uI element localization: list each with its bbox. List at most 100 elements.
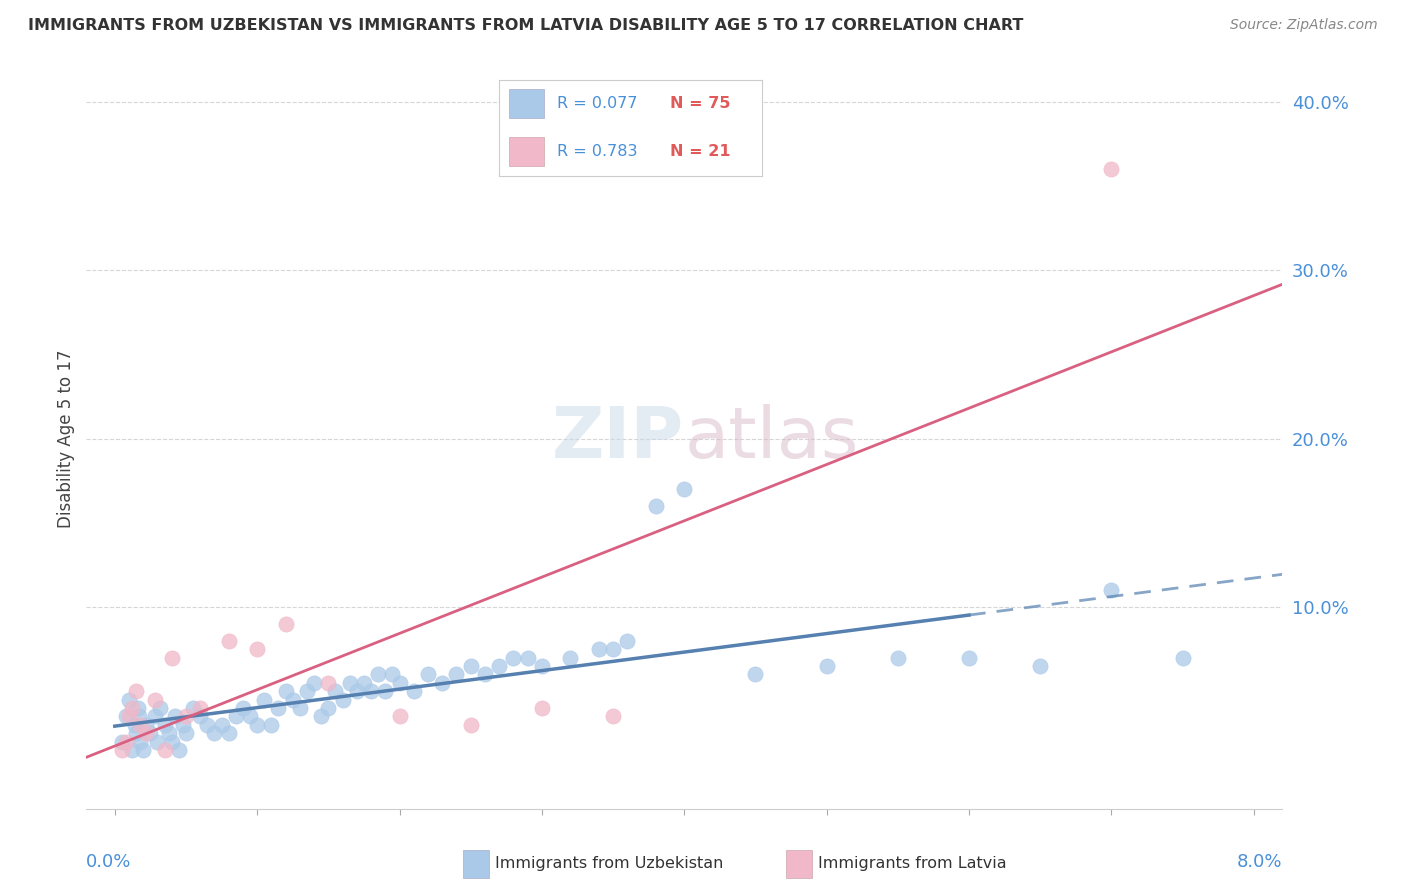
Point [744, 667, 766, 681]
Point [115, 734, 138, 748]
Point [588, 642, 610, 657]
Point [153, 718, 176, 732]
Point [111, 743, 134, 757]
Point [188, 701, 211, 715]
Point [232, 701, 254, 715]
FancyBboxPatch shape [463, 850, 489, 878]
Point [309, 709, 332, 723]
Point [132, 743, 155, 757]
Point [174, 709, 197, 723]
Point [149, 701, 172, 715]
Point [129, 718, 152, 732]
Point [402, 684, 425, 698]
Text: IMMIGRANTS FROM UZBEKISTAN VS IMMIGRANTS FROM LATVIA DISABILITY AGE 5 TO 17 CORR: IMMIGRANTS FROM UZBEKISTAN VS IMMIGRANTS… [28, 18, 1024, 33]
Point [121, 701, 143, 715]
Point [616, 633, 638, 648]
Point [673, 482, 696, 496]
Point [218, 726, 240, 740]
Y-axis label: Disability Age 5 to 17: Disability Age 5 to 17 [58, 350, 75, 528]
Point [516, 650, 538, 665]
Point [118, 692, 141, 706]
Point [160, 734, 183, 748]
Text: 8.0%: 8.0% [1237, 854, 1282, 871]
Point [128, 709, 150, 723]
Point [560, 650, 582, 665]
Point [432, 675, 454, 690]
Point [160, 650, 183, 665]
Point [135, 726, 157, 740]
Point [288, 701, 311, 715]
Point [118, 709, 141, 723]
Point [239, 709, 262, 723]
Point [360, 684, 382, 698]
Point [281, 692, 304, 706]
Point [318, 701, 340, 715]
Text: Immigrants from Latvia: Immigrants from Latvia [818, 856, 1007, 871]
Point [143, 692, 166, 706]
Point [127, 701, 149, 715]
Point [530, 659, 553, 673]
Point [318, 675, 340, 690]
Point [267, 701, 290, 715]
Point [887, 650, 910, 665]
Point [188, 709, 211, 723]
Text: Immigrants from Uzbekistan: Immigrants from Uzbekistan [495, 856, 724, 871]
Point [1029, 659, 1052, 673]
Point [302, 675, 325, 690]
Point [388, 675, 411, 690]
Point [815, 659, 838, 673]
Point [172, 718, 194, 732]
Point [246, 718, 269, 732]
Point [332, 692, 354, 706]
Point [325, 684, 347, 698]
Point [416, 667, 439, 681]
Point [211, 718, 233, 732]
Point [260, 718, 283, 732]
Point [1099, 162, 1122, 177]
Point [1099, 583, 1122, 598]
Point [374, 684, 396, 698]
Point [129, 734, 152, 748]
Point [957, 650, 980, 665]
Point [602, 642, 624, 657]
Point [174, 726, 197, 740]
Point [181, 701, 204, 715]
Point [346, 684, 368, 698]
Point [460, 659, 482, 673]
Point [460, 718, 482, 732]
Point [143, 709, 166, 723]
Point [474, 667, 496, 681]
FancyBboxPatch shape [786, 850, 813, 878]
Point [121, 743, 143, 757]
Point [218, 633, 240, 648]
Text: Source: ZipAtlas.com: Source: ZipAtlas.com [1230, 18, 1378, 32]
Point [111, 734, 134, 748]
Point [367, 667, 389, 681]
Point [146, 734, 169, 748]
Point [274, 616, 297, 631]
Point [125, 684, 148, 698]
Point [204, 726, 226, 740]
Point [381, 667, 404, 681]
Point [446, 667, 468, 681]
Point [644, 499, 666, 513]
Point [274, 684, 297, 698]
Point [153, 743, 176, 757]
Point [125, 726, 148, 740]
Text: 0.0%: 0.0% [86, 854, 132, 871]
Point [135, 718, 157, 732]
Text: ZIP: ZIP [553, 404, 685, 474]
Point [253, 692, 276, 706]
Point [115, 709, 138, 723]
Point [124, 718, 146, 732]
Point [139, 726, 162, 740]
Point [246, 642, 269, 657]
Point [195, 718, 218, 732]
Point [295, 684, 318, 698]
Point [530, 701, 553, 715]
Point [602, 709, 624, 723]
Point [225, 709, 247, 723]
Point [488, 659, 510, 673]
Point [353, 675, 375, 690]
Point [339, 675, 361, 690]
